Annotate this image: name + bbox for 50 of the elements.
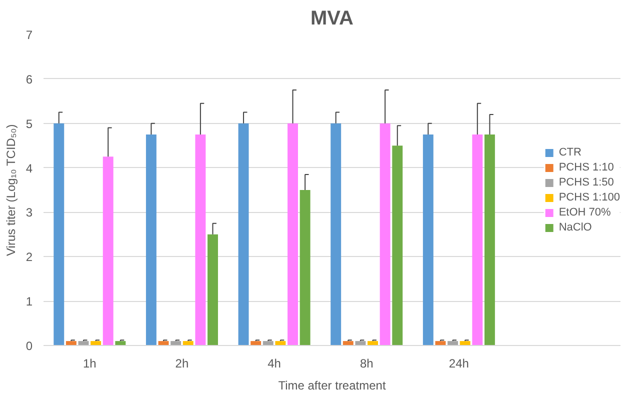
- bar: [170, 341, 182, 346]
- chart-title: MVA: [310, 8, 354, 30]
- bar: [300, 190, 310, 346]
- y-tick-label: 5: [26, 116, 33, 131]
- bar: [250, 341, 262, 346]
- bar: [460, 341, 470, 346]
- bar: [355, 341, 366, 346]
- bar: [54, 123, 64, 346]
- x-tick-label: 8h: [360, 356, 374, 370]
- bar: [288, 123, 298, 346]
- bar: [380, 123, 390, 346]
- bar: [448, 341, 458, 346]
- bar: [66, 341, 76, 346]
- bar: [422, 134, 434, 346]
- bar: [342, 341, 354, 346]
- bar: [195, 134, 206, 346]
- y-tick-label: 3: [26, 206, 33, 220]
- bar: [484, 134, 495, 346]
- bar: [146, 134, 156, 346]
- bar: [208, 234, 218, 346]
- legend-label: EtOH 70%: [558, 206, 611, 218]
- y-tick-label: 0: [26, 339, 33, 353]
- bar: [90, 341, 102, 346]
- x-tick-label: 2h: [175, 356, 189, 370]
- x-tick-label: 24h: [448, 356, 469, 370]
- legend-label: NaClO: [558, 221, 592, 233]
- bar: [238, 123, 249, 346]
- bar: [102, 156, 114, 346]
- bar: [368, 341, 378, 346]
- bar: [472, 134, 483, 346]
- x-axis-title: Time after treatment: [278, 378, 386, 392]
- bar: [182, 341, 194, 346]
- x-tick-label: 4h: [268, 356, 281, 370]
- bar: [262, 341, 274, 346]
- legend-label: PCHS 1:50: [558, 176, 614, 188]
- y-tick-label: 4: [26, 161, 33, 176]
- legend-label: PCHS 1:10: [558, 161, 614, 173]
- bar: [115, 341, 126, 346]
- bar: [435, 341, 446, 346]
- y-tick-label: 1: [26, 294, 33, 309]
- legend-label: PCHS 1:100: [558, 191, 620, 203]
- bar: [275, 341, 286, 346]
- x-tick-label: 1h: [82, 356, 96, 370]
- y-tick-label: 2: [26, 250, 33, 264]
- bar: [330, 123, 342, 346]
- legend-label: CTR: [558, 146, 582, 158]
- y-tick-label: 7: [26, 28, 33, 42]
- bar: [392, 146, 403, 346]
- y-tick-label: 6: [26, 72, 33, 86]
- y-axis-title: Virus titer (Log₁₀ TCID₅₀): [4, 124, 18, 256]
